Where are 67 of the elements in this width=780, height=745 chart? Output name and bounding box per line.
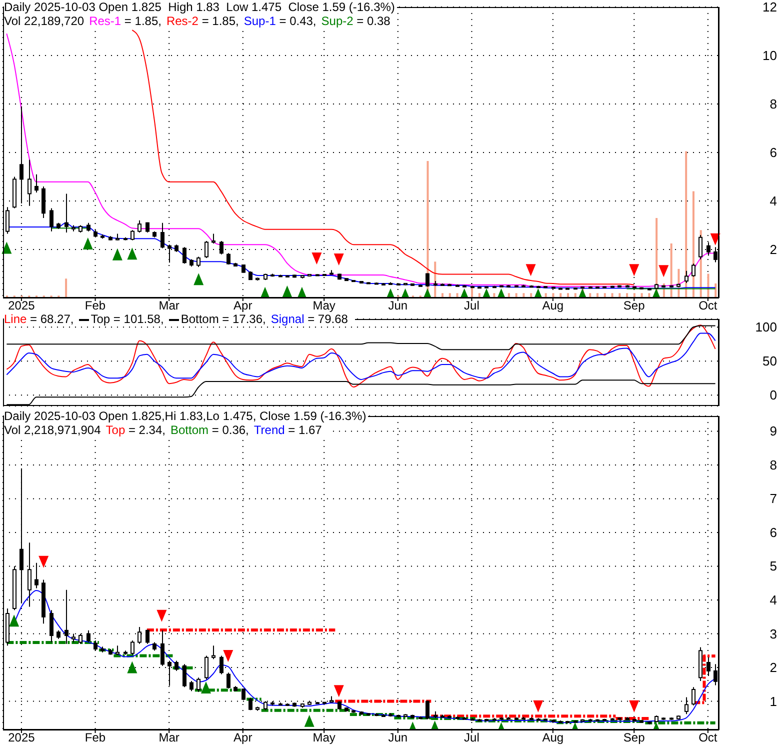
x-tick-label: Aug — [542, 730, 564, 745]
point — [127, 661, 138, 674]
point — [223, 650, 234, 662]
y-tick-label: 1 — [770, 694, 777, 709]
y-tick-label: 10 — [762, 48, 777, 63]
x-tick-label: 2025 — [8, 730, 36, 745]
candlestick — [248, 697, 252, 711]
x-tick-label: May — [312, 730, 336, 745]
candlestick — [182, 664, 186, 688]
line-series — [6, 324, 716, 388]
y-tick-label: 100 — [755, 320, 777, 335]
candlestick — [160, 630, 164, 666]
x-tick-label: Apr — [234, 730, 252, 745]
y-tick-label: 4 — [770, 194, 777, 208]
y-tick-label: 6 — [770, 145, 777, 160]
y-tick-label: 2 — [770, 660, 777, 676]
candlestick — [50, 610, 54, 643]
x-tick-label: Oct — [698, 730, 718, 745]
point — [156, 610, 167, 622]
candlestick — [146, 629, 150, 644]
y-tick-label: 6 — [770, 524, 777, 540]
point — [38, 556, 49, 568]
candlestick — [692, 686, 696, 706]
annotation: Vol 2,218,971,904 — [4, 423, 101, 437]
x-tick-label: Sep — [623, 730, 646, 745]
legend-label: Bottom = 17.36, — [180, 312, 266, 326]
chart-title: Daily 2025-10-03 Open 1.825,Hi 1.83,Lo 1.475, Close 1.59 (-16.3%) — [4, 409, 366, 423]
candlestick — [190, 680, 194, 692]
point — [334, 685, 344, 698]
line-series — [6, 380, 716, 406]
line-series — [6, 325, 716, 350]
candlestick — [226, 672, 230, 689]
y-tick-label: 4 — [770, 592, 777, 608]
point — [9, 614, 20, 627]
y-tick-label: 12 — [762, 0, 777, 14]
y-tick-label: 0 — [770, 388, 777, 403]
candlestick — [34, 562, 38, 589]
x-tick-label: Feb — [84, 730, 106, 745]
x-tick-label: Jul — [464, 730, 480, 745]
candlestick — [204, 655, 208, 680]
text: Signal = 79.68 — [270, 312, 348, 326]
text: Trend = 1.67 — [254, 423, 322, 437]
point — [200, 681, 211, 694]
y-tick-label: 3 — [770, 626, 777, 642]
point — [629, 700, 640, 712]
candlestick — [212, 645, 216, 660]
x-tick-label: Jun — [388, 730, 408, 745]
x-tick-label: Mar — [158, 730, 180, 745]
candlestick — [86, 630, 90, 643]
text: Top = 2.34, — [106, 423, 166, 437]
candlestick — [426, 700, 430, 720]
legend-label: Top = 101.58, — [90, 312, 164, 326]
y-tick-label: 5 — [770, 558, 777, 574]
y-tick-label: 9 — [770, 424, 777, 439]
candlestick — [130, 640, 134, 656]
point — [304, 714, 314, 727]
y-tick-label: 8 — [770, 96, 777, 112]
y-tick-label: 7 — [770, 491, 777, 506]
text: Bottom = 0.36, — [170, 423, 249, 437]
candlestick — [196, 677, 200, 692]
y-tick-label: 8 — [770, 457, 777, 472]
text: Line = 68.27, — [4, 312, 74, 326]
y-tick-label: 2 — [770, 242, 777, 257]
y-tick-label: 50 — [762, 354, 777, 369]
line-series — [6, 332, 716, 380]
candlestick — [174, 660, 178, 672]
point — [533, 700, 544, 712]
